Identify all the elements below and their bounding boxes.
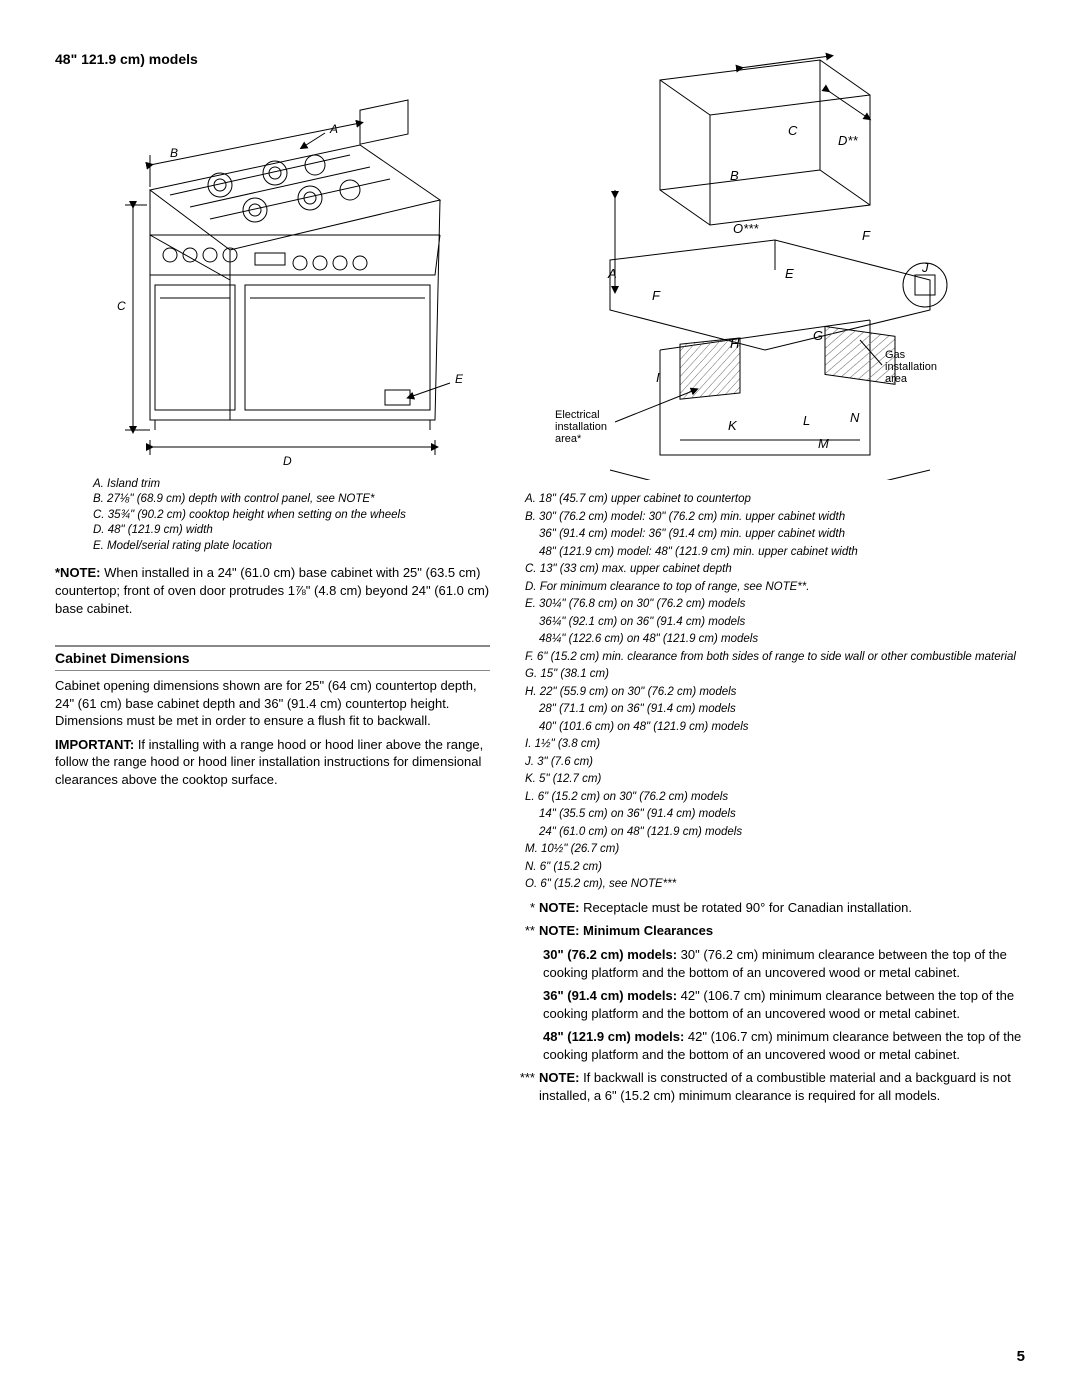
legend-item: 36" (91.4 cm) model: 36" (91.4 cm) min. … xyxy=(525,527,1025,543)
legend-item: 14" (35.5 cm) on 36" (91.4 cm) models xyxy=(525,807,1025,823)
star-mark: * xyxy=(515,899,539,917)
star-mark: *** xyxy=(515,1069,539,1104)
note-star1: * NOTE: Receptacle must be rotated 90° f… xyxy=(515,899,1025,917)
legend-item: A. Island trim xyxy=(93,477,490,493)
legend-item: D. For minimum clearance to top of range… xyxy=(525,580,1025,596)
clearance-p: 48" (121.9 cm) models: 42" (106.7 cm) mi… xyxy=(543,1028,1025,1063)
legend-item: E. 30¼" (76.8 cm) on 30" (76.2 cm) model… xyxy=(525,597,1025,613)
svg-text:area: area xyxy=(885,373,908,385)
legend-item: H. 22" (55.9 cm) on 30" (76.2 cm) models xyxy=(525,685,1025,701)
svg-text:C: C xyxy=(788,123,798,138)
svg-text:Gas: Gas xyxy=(885,349,906,361)
note-text: When installed in a 24" (61.0 cm) base c… xyxy=(55,565,489,615)
svg-text:O***: O*** xyxy=(733,221,759,236)
clearance-p: 36" (91.4 cm) models: 42" (106.7 cm) min… xyxy=(543,987,1025,1022)
svg-text:M: M xyxy=(818,436,829,451)
svg-text:G: G xyxy=(813,328,823,343)
svg-text:K: K xyxy=(728,418,738,433)
legend-item: L. 6" (15.2 cm) on 30" (76.2 cm) models xyxy=(525,790,1025,806)
legend-item: A. 18" (45.7 cm) upper cabinet to counte… xyxy=(525,492,1025,508)
legend-item: F. 6" (15.2 cm) min. clearance from both… xyxy=(525,650,1025,666)
legend-item: C. 13" (33 cm) max. upper cabinet depth xyxy=(525,562,1025,578)
legend-item: 48¼" (122.6 cm) on 48" (121.9 cm) models xyxy=(525,632,1025,648)
cabinet-p1: Cabinet opening dimensions shown are for… xyxy=(55,677,490,730)
note-star3: *** NOTE: If backwall is constructed of … xyxy=(515,1069,1025,1104)
svg-text:F: F xyxy=(862,228,871,243)
svg-text:area*: area* xyxy=(555,433,582,445)
legend-item: 24" (61.0 cm) on 48" (121.9 cm) models xyxy=(525,825,1025,841)
note-label: NOTE: xyxy=(539,1070,579,1085)
important-paragraph: IMPORTANT: If installing with a range ho… xyxy=(55,736,490,789)
svg-text:F: F xyxy=(652,288,661,303)
legend-item: I. 1½" (3.8 cm) xyxy=(525,737,1025,753)
svg-text:A: A xyxy=(329,122,338,136)
svg-text:B: B xyxy=(730,168,739,183)
svg-text:installation: installation xyxy=(885,361,937,373)
svg-text:L: L xyxy=(803,413,810,428)
svg-text:D**: D** xyxy=(838,133,858,148)
legend-item: E. Model/serial rating plate location xyxy=(93,539,490,555)
legend-item: B. 30" (76.2 cm) model: 30" (76.2 cm) mi… xyxy=(525,510,1025,526)
legend-item: 36¼" (92.1 cm) on 36" (91.4 cm) models xyxy=(525,615,1025,631)
note-text: Receptacle must be rotated 90° for Canad… xyxy=(579,900,912,915)
left-legend: A. Island trim B. 27⅛" (68.9 cm) depth w… xyxy=(55,477,490,555)
star-mark: ** xyxy=(515,922,539,940)
cabinet-diagram: A B C D** E F G H I J K L M N O*** F xyxy=(515,50,1025,480)
legend-item: K. 5" (12.7 cm) xyxy=(525,772,1025,788)
legend-item: M. 10½" (26.7 cm) xyxy=(525,842,1025,858)
note-label: *NOTE: xyxy=(55,565,101,580)
svg-text:C: C xyxy=(117,299,126,313)
legend-item: G. 15" (38.1 cm) xyxy=(525,667,1025,683)
svg-text:J: J xyxy=(921,260,929,275)
svg-text:I: I xyxy=(656,370,660,385)
clearance-p: 30" (76.2 cm) models: 30" (76.2 cm) mini… xyxy=(543,946,1025,981)
page-number: 5 xyxy=(1017,1347,1025,1367)
note-text: If backwall is constructed of a combusti… xyxy=(539,1070,1011,1103)
legend-item: 48" (121.9 cm) model: 48" (121.9 cm) min… xyxy=(525,545,1025,561)
svg-text:B: B xyxy=(170,146,178,160)
left-note: *NOTE: When installed in a 24" (61.0 cm)… xyxy=(55,564,490,617)
legend-item: O. 6" (15.2 cm), see NOTE*** xyxy=(525,877,1025,893)
note-label: NOTE: Minimum Clearances xyxy=(539,923,713,938)
svg-text:N: N xyxy=(850,410,860,425)
legend-item: N. 6" (15.2 cm) xyxy=(525,860,1025,876)
models-heading: 48" 121.9 cm) models xyxy=(55,50,490,69)
svg-text:installation: installation xyxy=(555,421,607,433)
legend-item: 28" (71.1 cm) on 36" (91.4 cm) models xyxy=(525,702,1025,718)
legend-item: D. 48" (121.9 cm) width xyxy=(93,523,490,539)
svg-text:A: A xyxy=(607,266,617,281)
svg-text:Electrical: Electrical xyxy=(555,409,600,421)
svg-text:E: E xyxy=(785,266,794,281)
legend-item: B. 27⅛" (68.9 cm) depth with control pan… xyxy=(93,492,490,508)
legend-item: 40" (101.6 cm) on 48" (121.9 cm) models xyxy=(525,720,1025,736)
note-star2: ** NOTE: Minimum Clearances xyxy=(515,922,1025,940)
legend-item: J. 3" (7.6 cm) xyxy=(525,755,1025,771)
svg-text:D: D xyxy=(283,454,292,465)
range-diagram: A B C D E xyxy=(55,75,490,465)
svg-text:H: H xyxy=(730,336,740,351)
legend-item: C. 35¾" (90.2 cm) cooktop height when se… xyxy=(93,508,490,524)
cabinet-dimensions-heading: Cabinet Dimensions xyxy=(55,645,490,671)
right-legend: A. 18" (45.7 cm) upper cabinet to counte… xyxy=(515,492,1025,893)
important-label: IMPORTANT: xyxy=(55,737,134,752)
note-label: NOTE: xyxy=(539,900,579,915)
svg-text:E: E xyxy=(455,372,464,386)
